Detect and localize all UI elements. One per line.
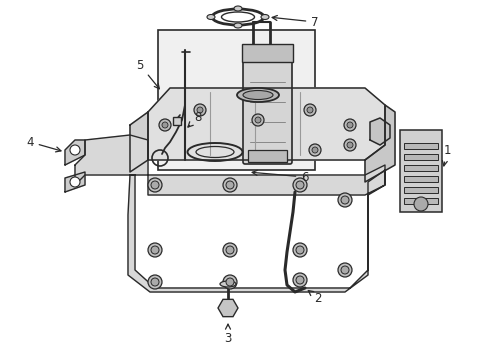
Circle shape [255,117,261,123]
Text: 6: 6 [252,170,309,184]
Circle shape [162,122,168,128]
Circle shape [341,266,349,274]
Circle shape [309,144,321,156]
Circle shape [252,114,264,126]
Text: 2: 2 [308,291,322,305]
Polygon shape [65,140,85,165]
Circle shape [304,104,316,116]
Circle shape [151,181,159,189]
Circle shape [70,145,80,155]
Circle shape [223,178,237,192]
Circle shape [223,243,237,257]
Circle shape [293,178,307,192]
Bar [404,187,438,193]
Ellipse shape [220,281,236,287]
Circle shape [197,107,203,113]
Text: 8: 8 [188,111,202,127]
Polygon shape [365,105,395,182]
Circle shape [194,104,206,116]
Circle shape [347,122,353,128]
Ellipse shape [261,14,269,19]
Ellipse shape [243,90,273,99]
Circle shape [70,177,80,187]
Ellipse shape [237,88,279,102]
Circle shape [159,119,171,131]
Circle shape [341,196,349,204]
Text: 5: 5 [136,59,159,89]
Ellipse shape [234,23,242,28]
Circle shape [296,276,304,284]
Circle shape [344,139,356,151]
Bar [404,165,438,171]
Circle shape [293,243,307,257]
Bar [158,30,315,170]
Ellipse shape [207,14,215,19]
Bar [404,176,438,182]
Text: 7: 7 [272,15,319,28]
Circle shape [226,246,234,254]
Circle shape [148,275,162,289]
Bar [173,117,181,125]
Polygon shape [370,118,390,145]
Circle shape [151,278,159,286]
Circle shape [226,278,234,286]
Circle shape [226,181,234,189]
Circle shape [148,243,162,257]
Circle shape [347,142,353,148]
Circle shape [223,275,237,289]
Circle shape [344,119,356,131]
Polygon shape [148,88,385,160]
Circle shape [307,107,313,113]
Bar [404,198,438,204]
Circle shape [312,147,318,153]
FancyBboxPatch shape [243,45,292,164]
Circle shape [296,246,304,254]
Bar [404,143,438,149]
Bar [400,130,442,212]
Polygon shape [75,135,385,292]
Text: 3: 3 [224,324,232,345]
Ellipse shape [234,6,242,11]
Circle shape [148,178,162,192]
Circle shape [151,246,159,254]
Polygon shape [65,172,85,192]
Bar [242,44,293,62]
Circle shape [338,263,352,277]
Circle shape [293,273,307,287]
Circle shape [296,181,304,189]
Text: 4: 4 [26,135,61,152]
Text: 1: 1 [442,144,451,166]
Bar [404,154,438,160]
Circle shape [338,193,352,207]
Bar [248,150,287,162]
Polygon shape [130,112,148,172]
Circle shape [414,197,428,211]
